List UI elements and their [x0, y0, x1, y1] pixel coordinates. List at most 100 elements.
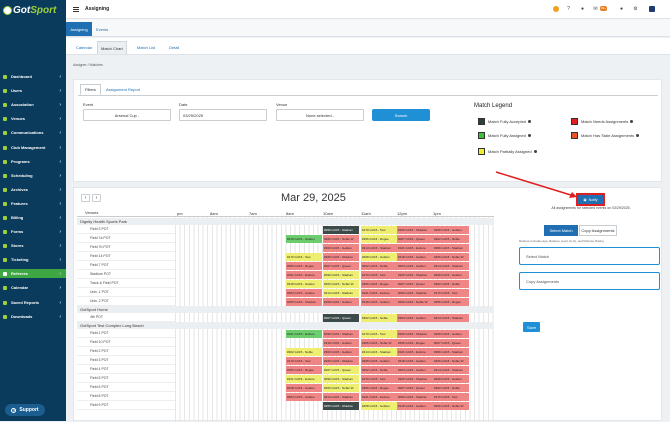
match-block[interactable]: #456 GU15 - Rogue [361, 279, 398, 288]
match-block[interactable]: #318 GU15 - Golden [323, 338, 360, 347]
match-block[interactable]: #406 GU15 - Noble W [323, 234, 360, 243]
match-block[interactable]: #101 GU15 - Endure [397, 243, 434, 252]
save-button[interactable]: Save [523, 322, 540, 332]
settings-icon[interactable]: ⚙ [633, 6, 638, 12]
match-block[interactable]: #363 GU15 - Golden [323, 243, 360, 252]
match-block[interactable]: #096 GU15 - Stadium [323, 270, 360, 279]
user-icon[interactable]: ● [580, 6, 585, 12]
match-block[interactable]: #456 GU15 - Rogue [397, 338, 434, 347]
sidebar-item-saved-reports[interactable]: Saved Reports › [0, 298, 66, 307]
match-block[interactable]: #456 GU15 - Rogue [286, 261, 323, 270]
sidebar-item-features[interactable]: Features › [0, 199, 66, 208]
match-block[interactable]: #302 GU15 - Noble [286, 347, 323, 356]
match-block[interactable]: #406 GU15 - Noble W [323, 279, 360, 288]
match-block[interactable]: #408 GU15 - Golden [361, 356, 398, 365]
match-block[interactable]: #302 GU15 - Noble [361, 365, 398, 374]
match-block[interactable]: #096 GU15 - Stadium [323, 374, 360, 383]
match-block[interactable]: #302 GU15 - Noble [361, 313, 398, 322]
match-block[interactable]: #318 GU15 - Golden [397, 401, 434, 410]
match-block[interactable]: #170 GU15 - Test [361, 225, 398, 234]
match-block[interactable]: #414 GU15 - Stadium [433, 261, 470, 270]
sidebar-item-programs[interactable]: Programs › [0, 157, 66, 166]
match-block[interactable]: #363 GU15 - Golden [397, 313, 434, 322]
sidebar-item-dashboard[interactable]: Dashboard › [0, 72, 66, 81]
match-block[interactable]: #363 GU15 - Golden [286, 288, 323, 297]
search-button[interactable]: Search [372, 109, 430, 121]
match-block[interactable]: #414 GU15 - Stadium [361, 347, 398, 356]
sidebar-item-venues[interactable]: Venues › [0, 114, 66, 123]
info-icon[interactable] [528, 120, 532, 123]
sidebar-item-communications[interactable]: Communications › [0, 128, 66, 137]
next-day-button[interactable]: › [92, 194, 101, 202]
sidebar-item-downloads[interactable]: Downloads › [0, 312, 66, 321]
match-block[interactable]: #302 GU15 - Noble [433, 279, 470, 288]
match-block[interactable]: #414 GU15 - Stadium [361, 243, 398, 252]
match-block[interactable]: #170 GU15 - Test [361, 374, 398, 383]
match-block[interactable]: #363 GU15 - Golden [286, 392, 323, 401]
info-icon[interactable] [533, 150, 537, 153]
match-block[interactable]: #302 GU15 - Noble [433, 383, 470, 392]
match-block[interactable]: #170 GU15 - Test [286, 356, 323, 365]
help-icon[interactable]: ? [567, 6, 570, 12]
hamburger-menu-icon[interactable] [73, 7, 79, 12]
match-block[interactable]: #318 GU15 - Golden [397, 252, 434, 261]
match-block[interactable]: #363 GU15 - Golden [397, 261, 434, 270]
match-block[interactable]: #408 GU15 - Golden [361, 252, 398, 261]
sidebar-item-ticketing[interactable]: Ticketing › [0, 255, 66, 264]
tab-assigning[interactable]: Assigning [66, 22, 92, 36]
match-block[interactable]: #096 GU15 - Stadium [397, 392, 434, 401]
info-icon[interactable] [527, 134, 531, 137]
sidebar-item-referees[interactable]: Referees › [0, 269, 66, 278]
match-block[interactable]: #170 GU15 - Test [286, 252, 323, 261]
notify-button[interactable]: ▣ Notify [576, 193, 605, 206]
match-block[interactable]: #170 GU15 - Test [361, 329, 398, 338]
tab-match-list[interactable]: Match List [137, 45, 156, 50]
match-block[interactable]: #318 GU15 - Golden [361, 297, 398, 306]
venue-group-header[interactable]: Dignity Health Sports Park [77, 218, 494, 225]
match-block[interactable]: #205 GU15 - Shadow [397, 270, 434, 279]
match-block[interactable]: #408 GU15 - Golden [323, 297, 360, 306]
sidebar-item-club-management[interactable]: Club Management › [0, 143, 66, 152]
tab-copy-assignments[interactable]: Copy Assignments [579, 225, 617, 236]
date-input[interactable]: 03/29/2025 [179, 109, 267, 121]
match-block[interactable]: #408 GU15 - Golden [361, 401, 398, 410]
match-block[interactable]: #408 GU15 - Golden [433, 225, 470, 234]
venue-group-header[interactable]: GotSport Test Complex Long Beach [77, 322, 494, 329]
match-block[interactable]: #318 GU15 - Golden [286, 383, 323, 392]
match-block[interactable]: #363 GU15 - Golden [397, 365, 434, 374]
match-block[interactable]: #096 GU15 - Stadium [433, 347, 470, 356]
match-block[interactable]: #302 GU15 - Noble [433, 234, 470, 243]
match-block[interactable]: #318 GU15 - Golden [286, 234, 323, 243]
tab-select-match[interactable]: Select Match [544, 225, 578, 236]
sidebar-item-association[interactable]: Association › [0, 100, 66, 109]
match-block[interactable]: #096 GU15 - Stadium [323, 225, 360, 234]
match-block[interactable]: #318 GU15 - Golden [286, 279, 323, 288]
match-block[interactable]: #101 GU15 - Endure [397, 347, 434, 356]
match-block[interactable]: #406 GU15 - Noble W [397, 297, 434, 306]
sidebar-item-stores[interactable]: Stores › [0, 241, 66, 250]
tab-assignment-report[interactable]: Assignment Report [106, 87, 141, 92]
tab-detail[interactable]: Detail [169, 45, 180, 50]
org-avatar[interactable] [649, 6, 655, 12]
sidebar-item-forms[interactable]: Forms › [0, 227, 66, 236]
match-block[interactable]: #456 GU15 - Rogue [361, 383, 398, 392]
match-block[interactable]: #170 GU15 - Test [361, 270, 398, 279]
profile-icon[interactable]: ● [619, 6, 624, 12]
match-block[interactable]: #007 GU15 - Queen [433, 338, 470, 347]
match-block[interactable]: #414 GU15 - Stadium [323, 392, 360, 401]
tab-filters[interactable]: Filters [80, 84, 101, 95]
copy-assignments-field[interactable]: Copy Assignments [519, 272, 660, 290]
match-block[interactable]: #170 GU15 - Test [433, 392, 470, 401]
match-block[interactable]: #205 GU15 - Shadow [397, 329, 434, 338]
sidebar-item-calendar[interactable]: Calendar › [0, 283, 66, 292]
match-block[interactable]: #205 GU15 - Shadow [397, 225, 434, 234]
sidebar-item-archives[interactable]: Archives › [0, 185, 66, 194]
match-block[interactable]: #414 GU15 - Stadium [323, 288, 360, 297]
event-select[interactable]: Arsenal Cup - [83, 109, 171, 121]
sidebar-item-scheduling[interactable]: Scheduling › [0, 171, 66, 180]
sidebar-item-users[interactable]: Users › [0, 86, 66, 95]
select-match-field[interactable]: Select Match [519, 247, 660, 265]
match-block[interactable]: #408 GU15 - Golden [433, 374, 470, 383]
alert-icon[interactable] [553, 6, 559, 12]
match-block[interactable]: #406 GU15 - Noble W [433, 401, 470, 410]
